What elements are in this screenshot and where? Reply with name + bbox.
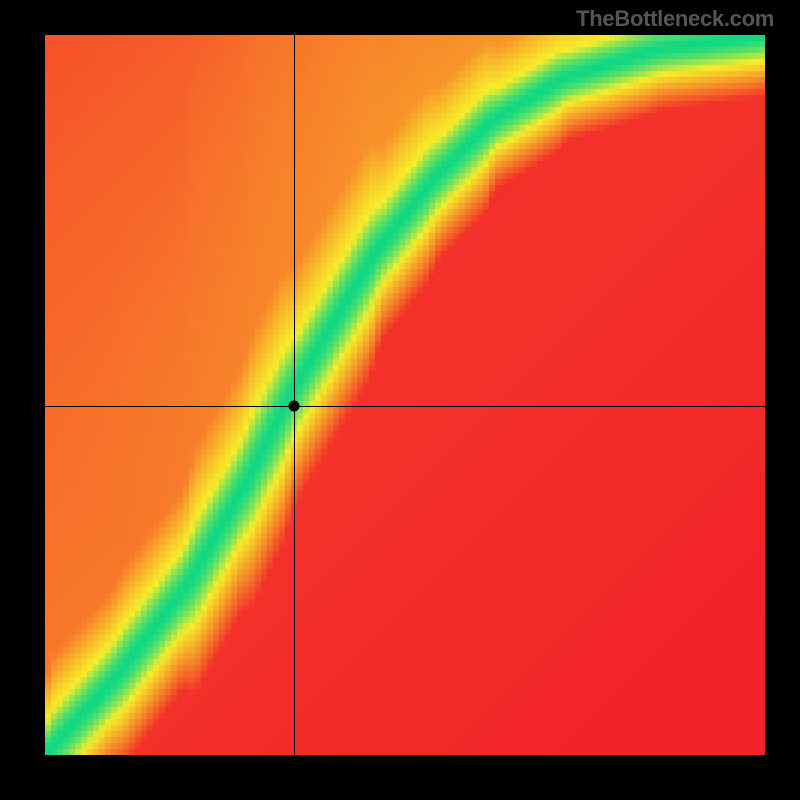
heatmap-canvas bbox=[45, 35, 765, 755]
crosshair-vertical bbox=[294, 35, 295, 755]
watermark-text: TheBottleneck.com bbox=[576, 6, 774, 32]
heatmap-plot bbox=[45, 35, 765, 755]
crosshair-marker bbox=[289, 400, 300, 411]
crosshair-horizontal bbox=[45, 406, 765, 407]
